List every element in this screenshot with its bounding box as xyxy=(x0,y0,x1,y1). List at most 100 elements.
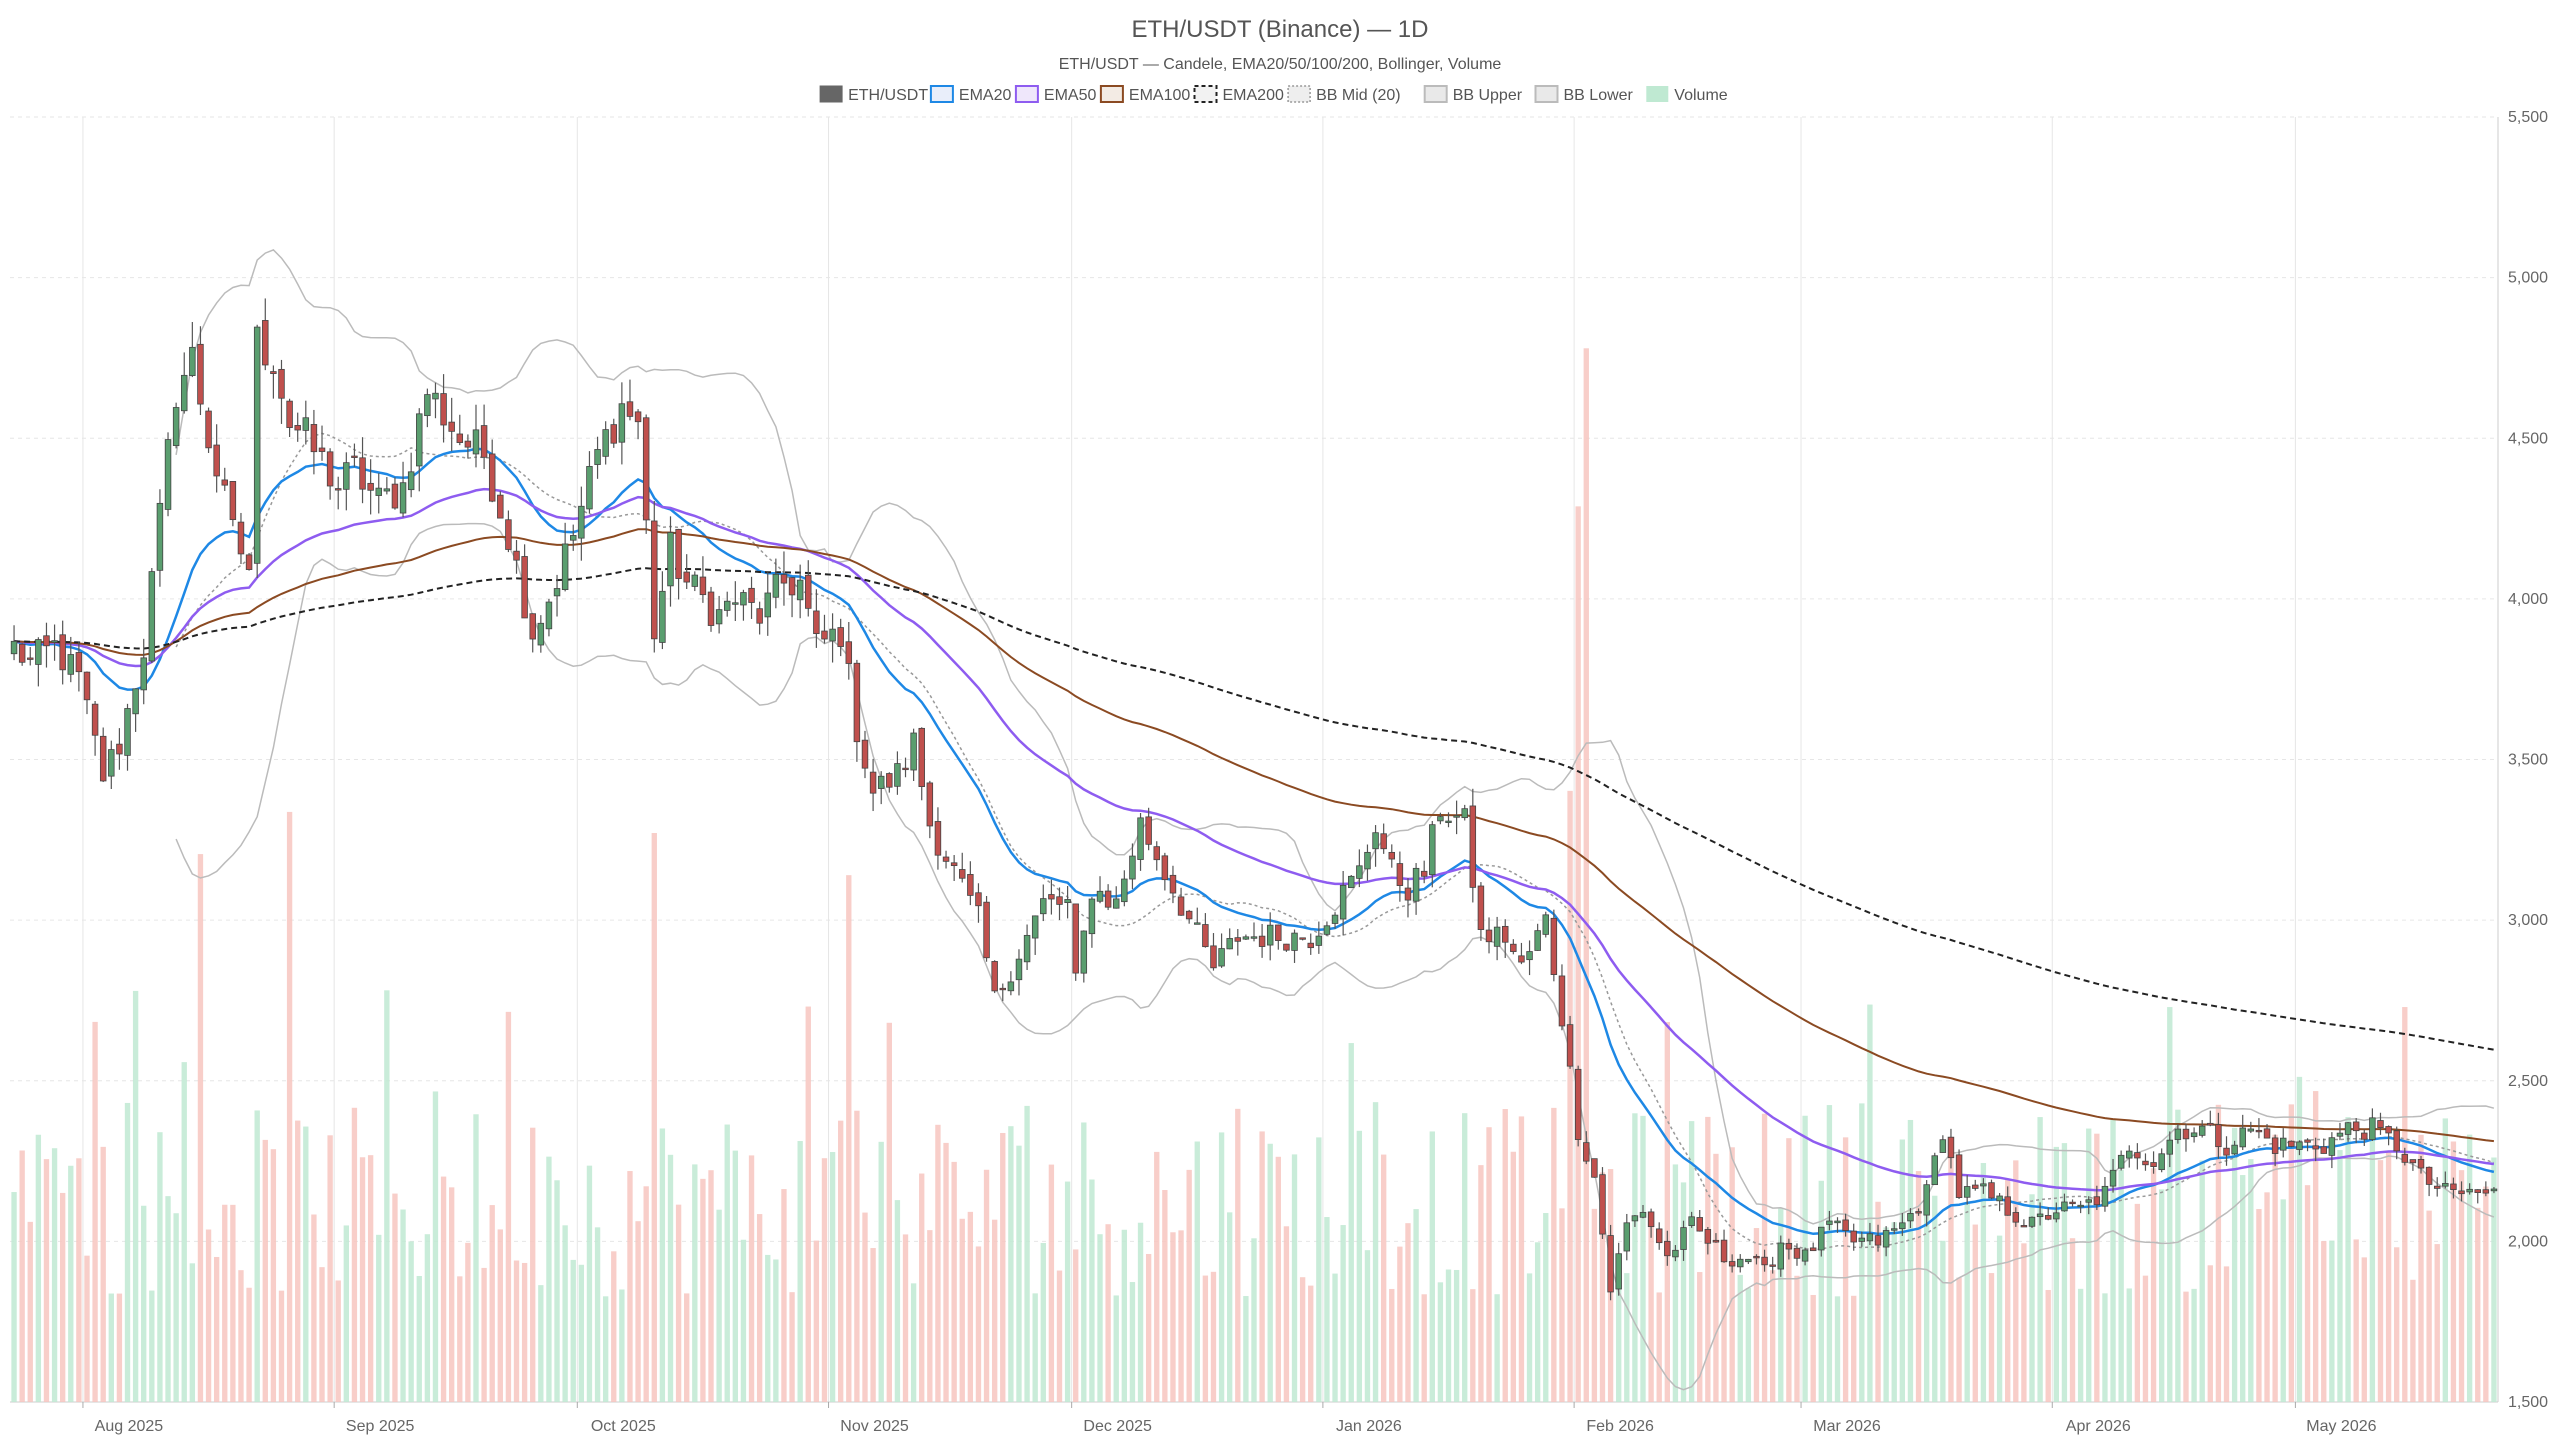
candle xyxy=(270,365,277,399)
volume-bar xyxy=(2369,1118,2376,1402)
volume-bar xyxy=(1510,1151,1517,1402)
volume-bar xyxy=(1705,1116,1711,1402)
candle-body xyxy=(472,429,480,455)
candle xyxy=(2450,1177,2457,1199)
candle-body xyxy=(1793,1247,1801,1259)
candle-body xyxy=(796,579,804,601)
x-tick-label: Dec 2025 xyxy=(1083,1418,1152,1435)
candle-body xyxy=(2142,1160,2149,1166)
volume-bar xyxy=(165,1196,171,1402)
y-tick-label: 4,000 xyxy=(2508,591,2548,608)
candle xyxy=(2352,1118,2360,1144)
candle-body xyxy=(1955,1154,1963,1198)
volume-bar xyxy=(2483,1186,2489,1402)
candle xyxy=(108,740,115,789)
candle-body xyxy=(1931,1155,1938,1186)
volume-bar xyxy=(1948,1139,1954,1402)
volume-bar xyxy=(967,1211,974,1402)
candle xyxy=(707,586,715,632)
candle-body xyxy=(2223,1147,2230,1156)
candle-body xyxy=(675,528,682,579)
candle xyxy=(2109,1158,2117,1193)
volume-bar xyxy=(1154,1151,1160,1402)
volume-bar xyxy=(1648,1212,1654,1402)
volume-bar xyxy=(2402,1007,2408,1402)
candle-body xyxy=(1177,896,1185,916)
candle-body xyxy=(1890,1228,1898,1231)
candle xyxy=(2458,1181,2465,1202)
candle-body xyxy=(942,856,950,862)
candle xyxy=(262,298,269,371)
volume-bar xyxy=(2264,1192,2270,1402)
candle-body xyxy=(83,671,91,701)
candle-body xyxy=(2231,1144,2238,1155)
candle-body xyxy=(991,961,998,992)
volume-bar xyxy=(2086,1128,2092,1402)
candle xyxy=(440,374,447,443)
candle xyxy=(2393,1126,2400,1160)
candle xyxy=(1275,924,1282,950)
legend-swatch xyxy=(1193,85,1218,103)
candle xyxy=(2377,1112,2384,1135)
candle-body xyxy=(1380,833,1387,850)
candle xyxy=(1072,903,1079,981)
candle-body xyxy=(326,451,334,487)
candle xyxy=(886,772,893,793)
candle-body xyxy=(1420,870,1428,877)
candle-body xyxy=(829,628,836,642)
volume-bar xyxy=(2118,1169,2124,1402)
candle xyxy=(2401,1147,2409,1166)
legend-label: EMA20 xyxy=(959,87,1012,104)
candle xyxy=(877,771,885,805)
candle-body xyxy=(2361,1132,2368,1140)
volume-bar xyxy=(1145,1253,1152,1402)
candle-body xyxy=(1526,951,1533,961)
candle-body xyxy=(456,433,464,443)
candle xyxy=(675,528,682,600)
candle-body xyxy=(529,613,536,640)
volume-bar xyxy=(1551,1107,1557,1402)
candle-body xyxy=(2109,1169,2117,1187)
candle-body xyxy=(2401,1154,2409,1163)
candle-body xyxy=(521,556,528,619)
volume-bar xyxy=(538,1285,544,1402)
candle xyxy=(1007,971,1015,996)
volume-bar xyxy=(2304,1185,2311,1402)
candle-body xyxy=(1121,878,1128,903)
volume-bar xyxy=(1040,1242,1046,1402)
candle-body xyxy=(2101,1185,2109,1207)
x-tick-label: May 2026 xyxy=(2306,1418,2376,1435)
candle-body xyxy=(237,521,245,555)
volume-bar xyxy=(1502,1109,1508,1402)
candle xyxy=(1112,886,1120,909)
candle-body xyxy=(59,634,66,671)
volume-bar xyxy=(246,1287,252,1402)
candle-body xyxy=(2077,1204,2084,1208)
volume-bar xyxy=(902,1234,909,1402)
volume-bar xyxy=(1129,1282,1136,1402)
candle xyxy=(626,379,634,421)
candle xyxy=(59,620,66,685)
candle-body xyxy=(1704,1229,1712,1244)
candle-body xyxy=(602,429,609,457)
candle xyxy=(999,983,1007,1002)
volume-bar xyxy=(359,1157,366,1402)
candle xyxy=(278,359,285,424)
candle-body xyxy=(651,520,658,640)
ema50-line xyxy=(13,487,2495,1192)
candle xyxy=(1307,933,1314,955)
volume-bar xyxy=(975,1246,982,1402)
candle-body xyxy=(1315,935,1323,946)
candle xyxy=(148,568,156,663)
candle xyxy=(715,595,723,634)
volume-bar xyxy=(1056,1270,1063,1402)
legend-label: Volume xyxy=(1674,87,1727,104)
candle-body xyxy=(586,466,593,510)
volume-bar xyxy=(1956,1277,1962,1402)
candle xyxy=(99,727,107,783)
x-tick-label: Nov 2025 xyxy=(840,1418,909,1435)
volume-bar xyxy=(2353,1239,2359,1402)
volume-bar xyxy=(1640,1115,1646,1402)
candle-body xyxy=(537,622,545,646)
volume-bar xyxy=(2475,1207,2481,1402)
